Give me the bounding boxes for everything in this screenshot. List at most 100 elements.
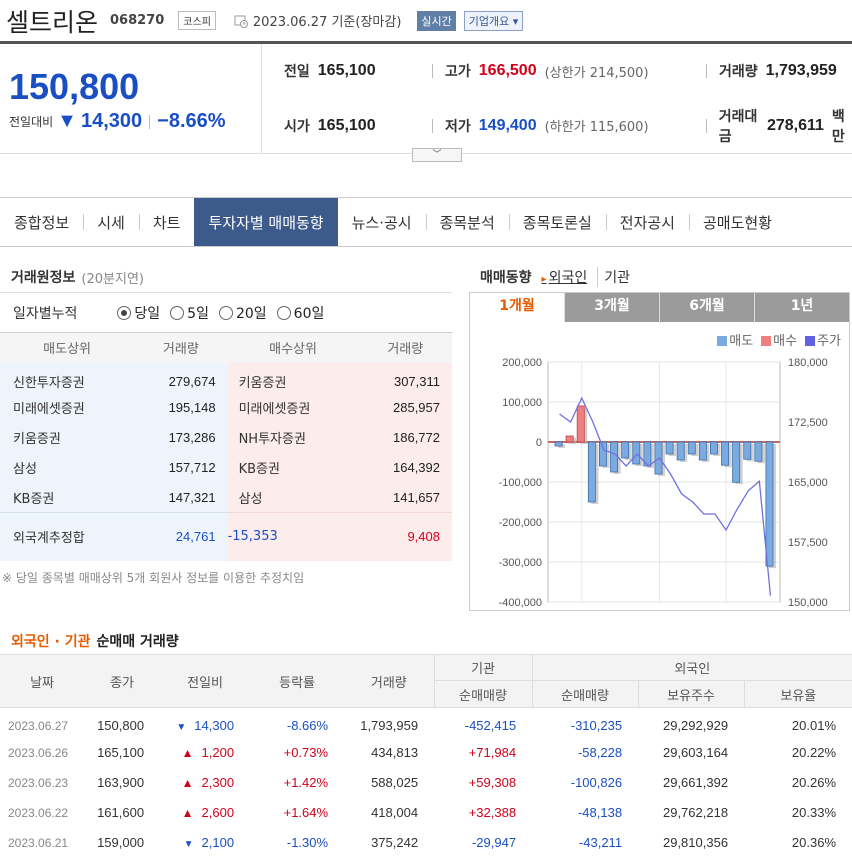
main-tabs: 종합정보 시세 차트 투자자별 매매동향 뉴스·공시 종목분석 종목토론실 전자… (0, 197, 852, 247)
sell-volume: 157,712 (134, 452, 228, 483)
y-right-tick-label: 150,000 (788, 597, 828, 609)
expand-toggle[interactable]: ﹀ (412, 148, 462, 162)
row-rate: +1.42% (283, 775, 329, 790)
row-foreign-net: -48,138 (577, 805, 623, 820)
row-diff: 1,200 (201, 745, 235, 760)
radio-today[interactable]: 당일 (117, 303, 160, 323)
sell-broker[interactable]: 미래에셋증권 (0, 392, 135, 423)
broker-row: KB증권 147,321 삼성 141,657 (0, 482, 452, 513)
realtime-button[interactable]: 실시간 (417, 10, 456, 31)
trend-chart: 200,000 100,000 0 -100,000 -200,000 -300,000 -… (499, 357, 828, 610)
upper-limit: (상한가 214,500) (544, 65, 649, 81)
net-trade-section: 외국인 · 기관 순매매 거래량 날짜 종가 전일비 등락률 거래량 기관 외국인… (0, 628, 852, 858)
sell-broker[interactable]: KB증권 (0, 482, 135, 513)
buy-broker[interactable]: 키움증권 (227, 362, 359, 393)
foreign-sum-label: 외국계추정합 (0, 512, 135, 561)
row-hold-ratio: 20.22% (791, 745, 836, 760)
row-date: 2023.06.23 (8, 775, 69, 790)
foreign-net-sum: -15,353 (227, 512, 359, 561)
sell-broker[interactable]: 삼성 (0, 452, 135, 483)
sell-bar (765, 441, 774, 567)
buy-broker[interactable]: KB증권 (227, 452, 359, 483)
buy-broker[interactable]: 삼성 (227, 482, 359, 513)
link-foreign[interactable]: 외국인 (542, 267, 588, 287)
calendar-clock-icon (234, 15, 248, 28)
sell-bar (732, 441, 741, 483)
trend-chart-box: 1개월 3개월 6개월 1년 매도 매수 주가 200,000 100,000 0 -… (469, 292, 850, 611)
up-arrow-icon: ▲ (181, 806, 194, 820)
row-hold-ratio: 20.36% (791, 835, 836, 850)
tab-analysis[interactable]: 종목분석 (425, 198, 509, 246)
broker-row: 신한투자증권 279,674 키움증권 307,311 (0, 362, 452, 393)
row-diff: 2,300 (201, 775, 235, 790)
row-close: 163,900 (97, 775, 145, 790)
foreign-buy-sum: 9,408 (358, 512, 452, 561)
y-right-tick-label: 165,000 (788, 477, 828, 489)
tab-investor-trends[interactable]: 투자자별 매매동향 (194, 198, 338, 246)
volume-value: 1,793,959 (765, 62, 837, 80)
sell-broker[interactable]: 키움증권 (0, 422, 135, 453)
sell-broker[interactable]: 신한투자증권 (0, 362, 135, 393)
row-rate: +0.73% (283, 745, 329, 760)
buy-bar (565, 435, 574, 443)
broker-title: 거래원정보 (11, 270, 76, 286)
sell-bar (687, 441, 696, 455)
change-label: 전일대비 (9, 115, 54, 129)
col-close: 종가 (84, 654, 161, 708)
chevron-down-icon: ﹀ (432, 150, 442, 160)
chart-tab-1m[interactable]: 1개월 (470, 293, 564, 322)
trend-title: 매매동향 (480, 270, 532, 286)
row-inst-net: -452,415 (464, 718, 517, 734)
radio-5d[interactable]: 5일 (170, 303, 209, 323)
sell-volume: 195,148 (134, 392, 228, 423)
legend-price-label: 주가 (817, 334, 841, 349)
row-inst-net: +32,388 (468, 805, 517, 820)
up-arrow-icon: ▲ (181, 776, 194, 790)
tab-news[interactable]: 뉴스·공시 (351, 213, 412, 232)
broker-row: 키움증권 173,286 NH투자증권 186,772 (0, 422, 452, 453)
footnote: ※ 당일 종목별 매매상위 5개 회원사 정보를 이용한 추정치임 (2, 570, 305, 585)
y-left-tick-label: -200,000 (499, 517, 542, 529)
tab-chart[interactable]: 차트 (138, 198, 195, 246)
radio-60d-label: 60일 (293, 305, 325, 322)
y-left-tick-label: 100,000 (502, 397, 542, 409)
radio-20d[interactable]: 20일 (218, 303, 267, 323)
legend-buy: 매수 (761, 330, 797, 349)
tab-quotes[interactable]: 시세 (83, 198, 139, 246)
col-date: 날짜 (0, 654, 85, 708)
row-close: 165,100 (97, 745, 145, 760)
tab-disclosure[interactable]: 전자공시 (605, 198, 689, 246)
net-trade-table: 날짜 종가 전일비 등락률 거래량 기관 외국인 순매매량 순매매량 보유주수 … (0, 654, 852, 858)
chart-tab-6m[interactable]: 6개월 (659, 293, 754, 322)
tab-short-selling[interactable]: 공매도현황 (688, 198, 786, 246)
chart-tab-1y[interactable]: 1년 (754, 293, 849, 322)
buy-broker[interactable]: 미래에셋증권 (227, 392, 359, 423)
tab-overview[interactable]: 종합정보 (14, 213, 70, 232)
col-foreign-net: 순매매량 (531, 680, 639, 708)
col-buy-vol: 거래량 (358, 332, 452, 363)
y-right-tick-label: 157,500 (788, 537, 828, 549)
daily-row: 2023.06.27 150,800 ▼ 14,300 -8.66% 1,793,959 -… (0, 708, 852, 738)
tab-discussion[interactable]: 종목토론실 (508, 198, 606, 246)
link-institution[interactable]: 기관 (597, 267, 630, 287)
foreign-sum-row: 외국계추정합 24,761 -15,353 9,408 (0, 512, 452, 561)
amount-label: 거래대금 (718, 108, 758, 145)
company-overview-dropdown[interactable]: 기업개요 ▾ (463, 10, 524, 31)
col-buy-top: 매수상위 (227, 332, 359, 363)
net-trade-title-b: 순매매 거래량 (96, 634, 179, 650)
change-value: 14,300 (80, 110, 143, 132)
market-badge: 코스피 (178, 11, 216, 30)
sell-bar (610, 441, 618, 473)
high-label: 고가 (445, 64, 471, 81)
radio-60d[interactable]: 60일 (276, 303, 325, 323)
row-hold-ratio: 20.26% (791, 775, 836, 790)
sell-bar (643, 441, 652, 467)
delay-note: (20분지연) (81, 271, 144, 287)
buy-volume: 141,657 (358, 482, 452, 513)
sell-bar (587, 441, 596, 503)
chart-tab-3m[interactable]: 3개월 (564, 293, 659, 322)
col-volume: 거래량 (344, 654, 435, 708)
row-hold-ratio: 20.33% (791, 805, 836, 820)
buy-broker[interactable]: NH투자증권 (227, 422, 359, 453)
row-close: 159,000 (97, 835, 145, 850)
